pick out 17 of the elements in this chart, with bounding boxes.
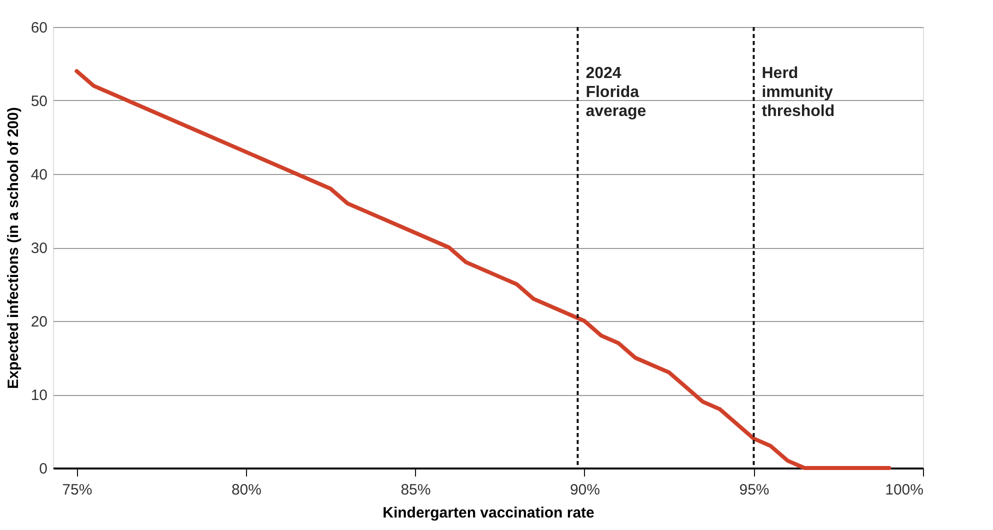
y-tick-label: 0: [39, 460, 48, 478]
x-tick-label: 80%: [231, 482, 262, 498]
x-tick-label: 100%: [885, 482, 924, 498]
y-tick-label: 60: [30, 20, 48, 36]
x-tick-label: 95%: [739, 482, 770, 498]
y-tick-label: 10: [30, 387, 48, 404]
y-tick-label: 50: [30, 93, 48, 110]
y-tick-label: 30: [30, 240, 48, 257]
ref-line-label: 2024 Florida average: [586, 65, 646, 120]
x-tick-label: 85%: [400, 482, 431, 498]
ref-line-label: Herd immunity threshold: [762, 65, 835, 120]
x-tick-label: 90%: [570, 482, 600, 498]
y-axis-title: Expected infections (in a school of 200): [4, 107, 22, 389]
y-tick-label: 40: [30, 166, 48, 184]
x-tick-label: 75%: [62, 482, 92, 498]
x-axis-title: Kindergarten vaccination rate: [382, 504, 594, 522]
y-tick-label: 20: [30, 314, 48, 330]
